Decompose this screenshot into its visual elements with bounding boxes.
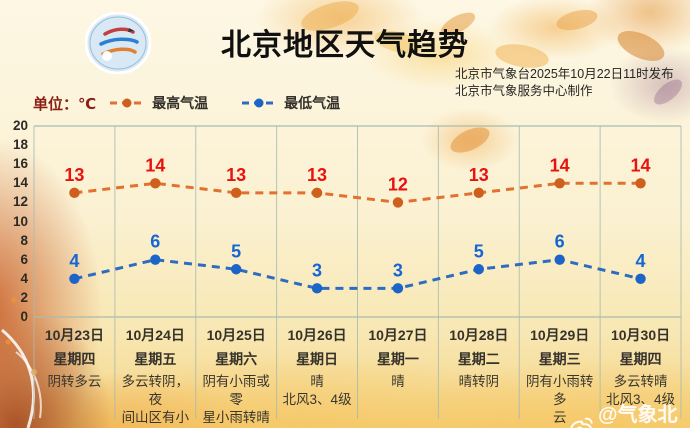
issue-line-2: 北京市气象服务中心制作 — [455, 84, 593, 98]
legend-item-high: 最高气温 — [110, 93, 208, 113]
legend: 单位：℃ 最高气温 最低气温 — [33, 93, 374, 113]
low-temp-value: 4 — [69, 251, 79, 271]
high-temp-point — [230, 187, 242, 199]
low-temp-point — [230, 264, 242, 275]
high-temp-value: 14 — [631, 155, 651, 175]
low-temp-point — [311, 283, 323, 294]
high-temp-point — [473, 187, 485, 199]
low-temp-point — [150, 254, 161, 265]
y-axis-tick: 4 — [20, 270, 28, 286]
y-axis-tick: 0 — [20, 309, 28, 324]
low-temp-point — [473, 264, 485, 275]
legend-item-low: 最低气温 — [242, 93, 340, 113]
y-axis-tick: 14 — [12, 175, 28, 191]
logo-blue-stripe — [99, 37, 139, 46]
legend-label-high: 最高气温 — [152, 95, 209, 111]
high-temp-point — [635, 178, 646, 189]
high-temp-value: 14 — [550, 155, 570, 175]
high-temp-value: 12 — [388, 174, 408, 194]
high-temp-value: 13 — [226, 165, 246, 185]
weibo-watermark-text: @气象北京 — [598, 404, 678, 426]
low-temp-value: 6 — [150, 232, 160, 252]
low-temp-value: 4 — [636, 251, 646, 271]
low-temp-point — [392, 283, 404, 294]
y-axis-tick: 12 — [12, 194, 28, 210]
meteorological-service-logo — [85, 12, 151, 74]
y-axis-tick: 6 — [20, 251, 28, 267]
y-axis-tick: 2 — [20, 289, 28, 305]
y-axis-tick: 18 — [12, 137, 28, 153]
high-temp-marker-icon — [110, 98, 145, 108]
y-axis: 0 2 4 6 8 10 12 14 16 18 20 — [0, 0, 30, 428]
high-temp-point — [392, 197, 404, 208]
issue-line-1: 北京市气象台2025年10月22日11时发布 — [455, 67, 674, 81]
high-temp-point — [311, 187, 323, 199]
high-temp-point — [69, 187, 80, 199]
logo-cloud — [102, 51, 112, 61]
low-temp-point — [69, 273, 80, 284]
y-axis-tick: 20 — [12, 118, 28, 133]
low-temp-value: 3 — [393, 260, 403, 280]
weibo-watermark: @气象北京 — [570, 398, 690, 428]
legend-label-low: 最低气温 — [284, 95, 341, 111]
high-temp-line — [74, 181, 641, 204]
low-temp-value: 5 — [231, 241, 241, 261]
logo-arrow — [128, 28, 134, 32]
low-temp-line — [74, 258, 641, 290]
page-title: 北京地区天气趋势 — [221, 29, 469, 62]
low-temp-value: 5 — [474, 241, 484, 261]
low-temp-point — [635, 273, 646, 284]
logo-circle — [85, 12, 151, 74]
low-temp-point — [554, 254, 565, 265]
unit-label: 单位：℃ — [33, 95, 97, 113]
issue-info: 北京市气象台2025年10月22日11时发布 北京市气象服务中心制作 — [455, 66, 674, 100]
high-temp-value: 13 — [469, 165, 489, 185]
y-axis-tick: 16 — [12, 156, 28, 172]
high-temp-point — [554, 178, 565, 189]
high-temp-value: 13 — [307, 165, 327, 185]
low-temp-value: 6 — [555, 232, 565, 252]
high-temp-value: 13 — [64, 165, 84, 185]
low-temp-value: 3 — [312, 260, 322, 280]
y-axis-tick: 8 — [20, 232, 28, 248]
y-axis-tick: 10 — [12, 213, 28, 229]
high-temp-point — [150, 178, 161, 189]
high-temp-value: 14 — [145, 155, 165, 175]
weibo-icon — [570, 417, 593, 428]
low-temp-marker-icon — [242, 98, 277, 108]
